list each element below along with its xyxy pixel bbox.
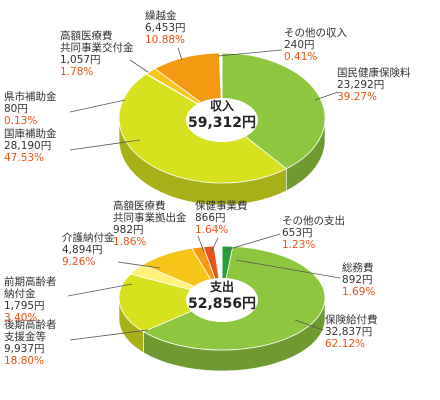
slice-percent-1-5: 10.88%: [145, 34, 185, 46]
slice-name-1-4-1: 高額医療費: [60, 29, 113, 42]
leader-line-2-5: [117, 261, 161, 269]
slice-amount-1-3: 80円: [4, 103, 28, 115]
slice-percent-1-3: 0.13%: [4, 115, 37, 127]
pie-center-total-1: 59,312円: [188, 115, 256, 131]
pie-slice-2-3: [118, 273, 224, 333]
slice-name-1-5: 繰越金: [145, 9, 177, 22]
slice-name-2-3-1: 後期高齢者: [4, 318, 57, 331]
pie-center-title-1: 収入: [210, 99, 234, 113]
slice-amount-1-2: 28,190円: [4, 140, 51, 152]
slice-name-2-1: 総務費: [342, 261, 374, 274]
slice-percent-1-2: 47.53%: [4, 152, 44, 164]
slice-amount-1-6: 240円: [284, 39, 315, 51]
pie-center-total-2: 52,856円: [188, 296, 256, 312]
leader-line-2-6: [197, 235, 205, 253]
slice-name-2-8: その他の支出: [282, 214, 345, 227]
slice-name-2-4-1: 前期高齢者: [4, 275, 57, 288]
slice-amount-1-5: 6,453円: [145, 22, 186, 34]
slice-amount-2-6: 982円: [113, 224, 144, 236]
slice-percent-2-3: 18.80%: [4, 355, 44, 367]
pie-center-2: [186, 278, 258, 322]
slice-name-1-4-2: 共同事業交付金: [60, 41, 134, 54]
slice-percent-2-1: 1.69%: [342, 286, 375, 298]
slice-amount-2-3: 9,937円: [4, 343, 45, 355]
leader-line-1-5: [177, 47, 183, 61]
leader-line-2-8: [225, 233, 281, 251]
slice-amount-2-4: 1,795円: [4, 300, 45, 312]
leader-line-2-7: [211, 237, 219, 251]
slice-amount-2-5: 4,894円: [62, 244, 103, 256]
slice-name-1-3: 県市補助金: [4, 90, 57, 103]
leader-line-2-2: [294, 319, 324, 331]
slice-name-2-6-2: 共同事業拠出金: [113, 211, 187, 224]
slice-name-2-5: 介護納付金: [62, 231, 115, 244]
slice-name-2-7: 保健事業費: [195, 199, 248, 212]
slice-percent-1-6: 0.41%: [284, 51, 317, 63]
slice-percent-2-7: 1.64%: [195, 224, 228, 236]
slice-amount-2-2: 32,837円: [325, 326, 372, 338]
leader-line-1-1: [314, 91, 339, 101]
leader-line-1-6: [217, 49, 283, 57]
slice-amount-2-1: 892円: [342, 274, 373, 286]
slice-amount-2-7: 866円: [195, 212, 226, 224]
slice-name-1-6: その他の収入: [284, 26, 347, 39]
slice-amount-1-1: 23,292円: [337, 79, 384, 91]
slice-percent-2-8: 1.23%: [282, 239, 315, 251]
slice-name-2-6-1: 高額医療費: [113, 199, 166, 212]
pie-center-1: [186, 98, 258, 142]
pie-slice-1-1: [221, 52, 326, 170]
slice-percent-2-5: 9.26%: [62, 256, 95, 268]
slice-percent-2-6: 1.86%: [113, 236, 146, 248]
pie-center-title-2: 支出: [209, 279, 234, 294]
leader-line-2-3: [69, 329, 149, 341]
slice-amount-2-8: 653円: [282, 227, 313, 239]
slice-percent-1-4: 1.78%: [60, 66, 93, 78]
leader-line-1-2: [69, 139, 141, 151]
leader-line-2-4: [67, 283, 133, 297]
slice-percent-2-4: 3.40%: [4, 312, 37, 324]
slice-percent-2-2: 62.12%: [325, 338, 365, 350]
slice-name-1-1: 国民健康保険料: [337, 66, 411, 79]
slice-amount-1-4: 1,057円: [60, 54, 101, 66]
slice-name-1-2: 国庫補助金: [4, 127, 57, 140]
slice-name-2-3-2: 支援金等: [4, 330, 46, 343]
slice-name-2-4-2: 納付金: [4, 287, 36, 300]
leader-line-1-3: [69, 99, 126, 113]
leader-line-2-1: [235, 259, 341, 279]
slice-name-2-2: 保険給付費: [325, 313, 378, 326]
leader-line-1-4: [129, 59, 149, 73]
slice-percent-1-1: 39.27%: [337, 91, 377, 103]
